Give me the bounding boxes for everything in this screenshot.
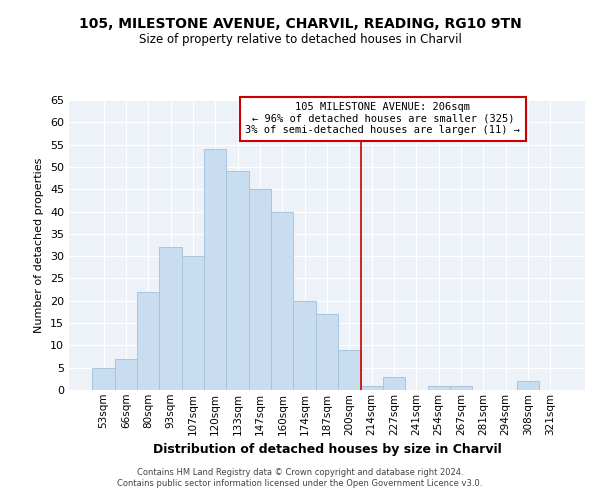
Bar <box>249 189 271 390</box>
Bar <box>160 247 182 390</box>
X-axis label: Distribution of detached houses by size in Charvil: Distribution of detached houses by size … <box>152 443 502 456</box>
Bar <box>115 359 137 390</box>
Y-axis label: Number of detached properties: Number of detached properties <box>34 158 44 332</box>
Bar <box>92 368 115 390</box>
Text: Size of property relative to detached houses in Charvil: Size of property relative to detached ho… <box>139 32 461 46</box>
Bar <box>361 386 383 390</box>
Bar <box>182 256 204 390</box>
Bar <box>338 350 361 390</box>
Bar <box>226 172 249 390</box>
Bar <box>450 386 472 390</box>
Bar <box>383 376 405 390</box>
Bar <box>428 386 450 390</box>
Bar <box>517 381 539 390</box>
Text: 105 MILESTONE AVENUE: 206sqm
← 96% of detached houses are smaller (325)
3% of se: 105 MILESTONE AVENUE: 206sqm ← 96% of de… <box>245 102 520 136</box>
Bar <box>204 149 226 390</box>
Text: 105, MILESTONE AVENUE, CHARVIL, READING, RG10 9TN: 105, MILESTONE AVENUE, CHARVIL, READING,… <box>79 18 521 32</box>
Bar <box>293 301 316 390</box>
Text: Contains HM Land Registry data © Crown copyright and database right 2024.
Contai: Contains HM Land Registry data © Crown c… <box>118 468 482 487</box>
Bar <box>271 212 293 390</box>
Bar <box>316 314 338 390</box>
Bar <box>137 292 160 390</box>
